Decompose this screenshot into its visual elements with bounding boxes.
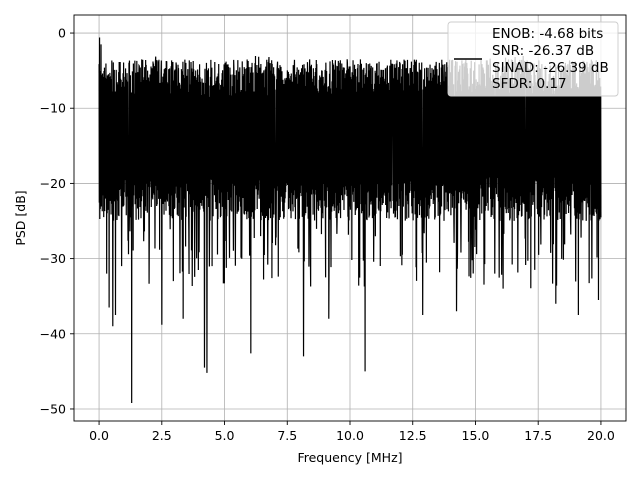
legend-box (447, 21, 619, 97)
x-tick-label: 15.0 (462, 428, 490, 443)
x-axis-label: Frequency [MHz] (297, 450, 402, 465)
x-axis-ticks: 0.0 2.5 5.0 7.5 10.0 12.5 15.0 17.5 20.0 (89, 421, 615, 443)
y-tick-label: −40 (40, 326, 66, 341)
legend-entry-sfdr: SFDR: 0.17 (492, 76, 567, 92)
legend-entry-snr: SNR: -26.37 dB (492, 43, 594, 59)
x-tick-label: 20.0 (587, 428, 615, 443)
x-tick-label: 5.0 (215, 428, 235, 443)
y-axis-ticks: 0 −10 −20 −30 −40 −50 (40, 26, 74, 416)
plot-frame (73, 14, 627, 422)
y-tick-label: −30 (40, 251, 66, 266)
x-tick-label: 2.5 (152, 428, 172, 443)
legend-entry-sinad: SINAD: -26.39 dB (492, 60, 609, 76)
x-tick-label: 12.5 (399, 428, 427, 443)
x-tick-label: 7.5 (277, 428, 297, 443)
y-tick-label: 0 (58, 26, 66, 41)
x-tick-label: 10.0 (336, 428, 364, 443)
x-tick-label: 17.5 (524, 428, 552, 443)
y-tick-label: −10 (40, 101, 66, 116)
x-tick-label: 0.0 (89, 428, 109, 443)
legend-entry-enob: ENOB: -4.68 bits (492, 26, 603, 42)
y-axis-label: PSD [dB] (13, 190, 28, 245)
y-tick-label: −50 (40, 401, 66, 416)
legend: ENOB: -4.68 bits SNR: -26.37 dB SINAD: -… (447, 21, 619, 97)
y-tick-label: −20 (40, 176, 66, 191)
